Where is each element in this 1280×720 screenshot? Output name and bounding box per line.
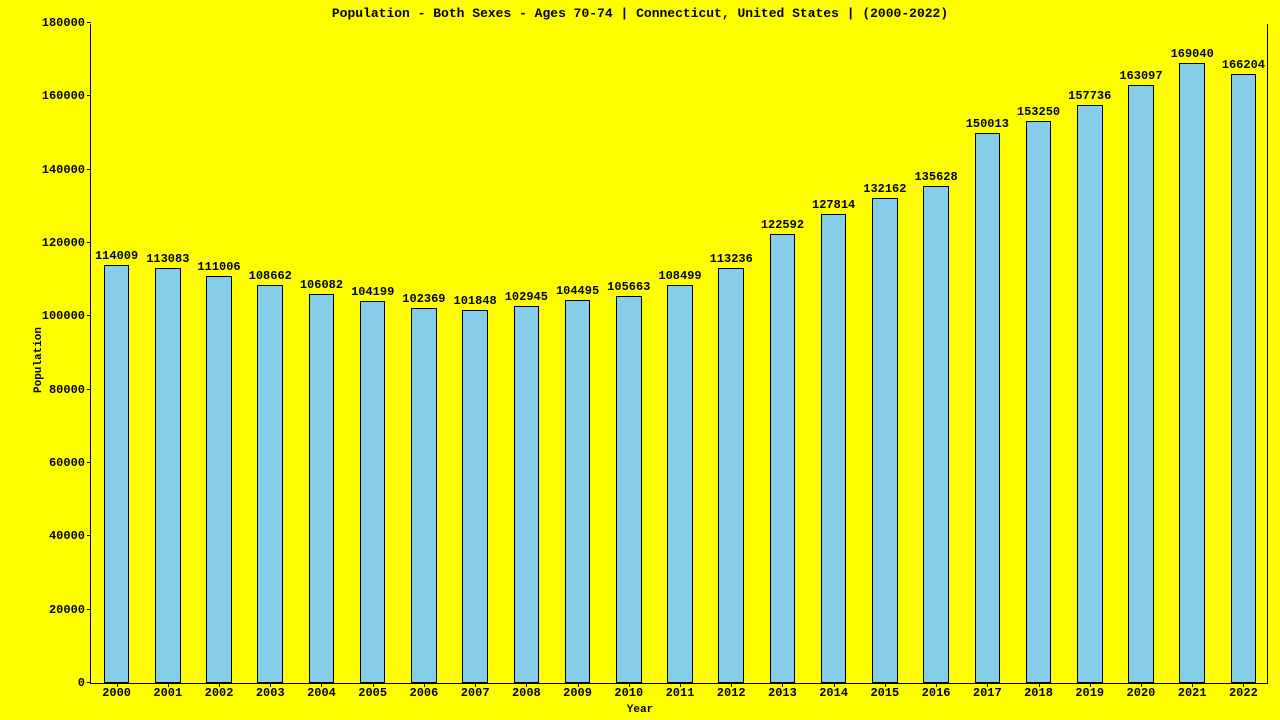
- y-tick-mark: [87, 22, 91, 23]
- bar: [155, 268, 181, 683]
- bar: [923, 186, 949, 683]
- y-tick-mark: [87, 95, 91, 96]
- bar-value-label: 105663: [607, 280, 650, 294]
- bar: [360, 301, 386, 683]
- y-tick-label: 40000: [49, 529, 91, 543]
- bar: [1026, 121, 1052, 683]
- x-tick-mark: [1141, 683, 1142, 687]
- bar-value-label: 113236: [710, 252, 753, 266]
- bar-value-label: 104199: [351, 285, 394, 299]
- bar: [821, 214, 847, 683]
- y-tick-label: 0: [78, 676, 91, 690]
- y-tick-label: 180000: [42, 16, 91, 30]
- y-tick-label: 80000: [49, 383, 91, 397]
- y-tick-mark: [87, 462, 91, 463]
- y-tick-mark: [87, 315, 91, 316]
- x-tick-mark: [834, 683, 835, 687]
- x-axis-label: Year: [0, 704, 1280, 716]
- y-tick-label: 20000: [49, 603, 91, 617]
- bar-value-label: 122592: [761, 218, 804, 232]
- bar: [718, 268, 744, 683]
- bar-value-label: 150013: [966, 117, 1009, 131]
- y-tick-mark: [87, 609, 91, 610]
- x-tick-mark: [782, 683, 783, 687]
- bar-value-label: 132162: [863, 182, 906, 196]
- bar-value-label: 157736: [1068, 89, 1111, 103]
- x-tick-mark: [936, 683, 937, 687]
- bar: [309, 294, 335, 683]
- bar-value-label: 101848: [454, 294, 497, 308]
- bar: [616, 296, 642, 683]
- chart-container: Population - Both Sexes - Ages 70-74 | C…: [0, 0, 1280, 720]
- plot-area: 0200004000060000800001000001200001400001…: [90, 24, 1268, 684]
- bar: [514, 306, 540, 683]
- y-axis-label: Population: [33, 327, 45, 393]
- bar: [104, 265, 130, 683]
- chart-title: Population - Both Sexes - Ages 70-74 | C…: [0, 6, 1280, 21]
- y-tick-label: 60000: [49, 456, 91, 470]
- bar: [1231, 74, 1257, 683]
- bar-value-label: 166204: [1222, 58, 1265, 72]
- bar-value-label: 102945: [505, 290, 548, 304]
- bar-value-label: 135628: [914, 170, 957, 184]
- y-tick-label: 120000: [42, 236, 91, 250]
- x-tick-mark: [731, 683, 732, 687]
- x-tick-mark: [629, 683, 630, 687]
- x-tick-mark: [475, 683, 476, 687]
- bar: [1077, 105, 1103, 683]
- bar: [411, 308, 437, 683]
- bar-value-label: 153250: [1017, 105, 1060, 119]
- y-tick-mark: [87, 535, 91, 536]
- bar: [257, 285, 283, 683]
- x-tick-mark: [1090, 683, 1091, 687]
- bar: [770, 234, 796, 684]
- y-tick-mark: [87, 242, 91, 243]
- bar: [1128, 85, 1154, 683]
- bar-value-label: 113083: [146, 252, 189, 266]
- x-tick-mark: [321, 683, 322, 687]
- bar: [1179, 63, 1205, 683]
- x-tick-mark: [219, 683, 220, 687]
- x-tick-mark: [1243, 683, 1244, 687]
- y-tick-mark: [87, 389, 91, 390]
- x-tick-mark: [578, 683, 579, 687]
- x-tick-mark: [117, 683, 118, 687]
- x-tick-mark: [526, 683, 527, 687]
- x-tick-mark: [373, 683, 374, 687]
- x-tick-mark: [1192, 683, 1193, 687]
- bar-value-label: 106082: [300, 278, 343, 292]
- bar: [206, 276, 232, 683]
- bar-value-label: 114009: [95, 249, 138, 263]
- y-tick-mark: [87, 169, 91, 170]
- x-tick-mark: [424, 683, 425, 687]
- x-tick-mark: [885, 683, 886, 687]
- y-tick-mark: [87, 682, 91, 683]
- bar: [667, 285, 693, 683]
- bar: [462, 310, 488, 683]
- bar: [565, 300, 591, 683]
- bar: [975, 133, 1001, 683]
- x-tick-mark: [1039, 683, 1040, 687]
- y-tick-label: 100000: [42, 309, 91, 323]
- bar-value-label: 163097: [1119, 69, 1162, 83]
- bar-value-label: 127814: [812, 198, 855, 212]
- bar-value-label: 104495: [556, 284, 599, 298]
- x-tick-mark: [270, 683, 271, 687]
- x-tick-mark: [680, 683, 681, 687]
- bar-value-label: 102369: [402, 292, 445, 306]
- y-tick-label: 140000: [42, 163, 91, 177]
- x-tick-mark: [987, 683, 988, 687]
- bar-value-label: 108662: [249, 269, 292, 283]
- bar-value-label: 111006: [197, 260, 240, 274]
- x-tick-mark: [168, 683, 169, 687]
- bar-value-label: 169040: [1171, 47, 1214, 61]
- y-tick-label: 160000: [42, 89, 91, 103]
- bar: [872, 198, 898, 683]
- bar-value-label: 108499: [658, 269, 701, 283]
